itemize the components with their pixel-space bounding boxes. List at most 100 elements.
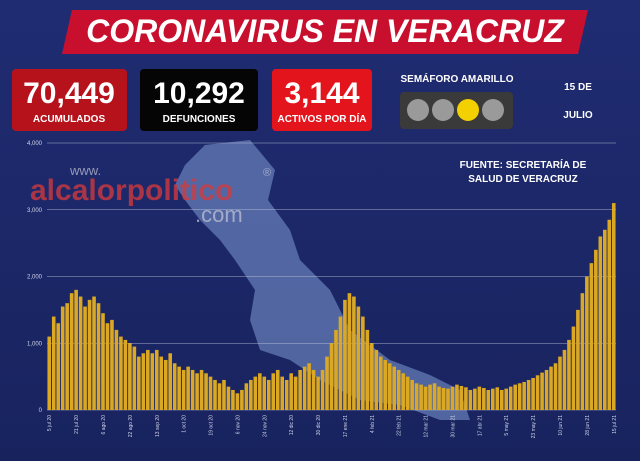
bar (83, 306, 87, 410)
bar (446, 388, 450, 410)
bar (544, 369, 549, 410)
bar (378, 356, 383, 410)
bar (396, 369, 401, 410)
bar (338, 316, 343, 410)
bar (302, 366, 307, 410)
bar (486, 389, 491, 410)
bar (307, 363, 311, 410)
bar (589, 263, 594, 410)
bar (226, 386, 231, 410)
bar (92, 296, 96, 410)
bar (65, 303, 69, 410)
bar (468, 389, 473, 410)
bar (594, 249, 598, 410)
bar (598, 236, 603, 410)
x-tick-label: 30 mar 21 (450, 415, 456, 438)
bar (423, 386, 428, 410)
stat-value: 10,292 (153, 77, 245, 110)
bar (132, 346, 137, 410)
bar (392, 366, 397, 410)
title: CORONAVIRUS EN VERACRUZ (86, 13, 565, 49)
bar (253, 376, 258, 410)
light (432, 99, 454, 121)
bar (517, 383, 522, 410)
bar (607, 219, 612, 410)
light (482, 99, 504, 121)
x-tick-label: 5 may 21 (504, 415, 510, 436)
bar (329, 343, 334, 410)
bar (60, 306, 65, 410)
bar (137, 356, 141, 410)
bar (320, 369, 325, 410)
bar (567, 339, 571, 410)
x-tick-label: 17 ene 21 (343, 415, 349, 437)
bar (603, 229, 607, 410)
bar (74, 289, 78, 410)
bar (490, 388, 495, 410)
semaforo-label: SEMÁFORO AMARILLO (401, 72, 514, 85)
bar (343, 299, 347, 410)
bar (96, 303, 101, 410)
bar (441, 387, 446, 410)
bar (47, 336, 52, 410)
bar (56, 323, 60, 410)
bar (464, 387, 468, 410)
bar (316, 376, 320, 410)
bar (289, 373, 293, 410)
bar (266, 379, 271, 410)
bar (419, 384, 423, 410)
bar (177, 366, 181, 410)
bar (410, 379, 414, 410)
bar (558, 356, 562, 410)
bar (549, 366, 553, 410)
bar (540, 372, 544, 410)
bar (244, 383, 249, 410)
stat-box (272, 69, 372, 131)
y-tick-label: 1,000 (27, 341, 43, 347)
bar (190, 369, 195, 410)
bar (181, 369, 186, 410)
x-tick-label: 12 dic 20 (289, 415, 295, 436)
y-tick-label: 3,000 (27, 208, 43, 214)
bar (526, 379, 531, 410)
bar (334, 329, 338, 410)
bar (535, 375, 540, 410)
stat-value: 3,144 (284, 77, 359, 110)
bar (473, 388, 477, 410)
y-tick-label: 4,000 (27, 141, 43, 147)
x-tick-label: 28 jun 21 (585, 415, 591, 436)
bar (352, 296, 356, 410)
bar (258, 373, 262, 410)
bar (450, 386, 455, 410)
stat-label: ACTIVOS POR DÍA (278, 112, 367, 125)
bar (585, 276, 589, 410)
source: SALUD DE VERACRUZ (468, 174, 577, 185)
bar (204, 373, 208, 410)
x-tick-label: 17 abr 21 (477, 415, 483, 436)
watermark: .com (195, 202, 243, 227)
x-tick-label: 5 jul 20 (47, 415, 53, 431)
bar (105, 323, 110, 410)
date: 15 DE (564, 82, 592, 93)
x-tick-label: 19 oct 20 (209, 415, 215, 436)
stat-value: 70,449 (23, 77, 115, 110)
x-tick-label: 21 jul 20 (74, 415, 80, 434)
bar (69, 293, 74, 410)
bar (432, 383, 437, 410)
bar (235, 393, 240, 410)
bar (217, 383, 222, 410)
bar (499, 389, 504, 410)
bar (154, 349, 159, 410)
x-tick-label: 15 jul 21 (612, 415, 618, 434)
x-tick-label: 6 nov 20 (235, 415, 241, 434)
bar (562, 349, 567, 410)
watermark: www. (69, 163, 101, 178)
bar (128, 343, 132, 410)
date: JULIO (563, 110, 593, 121)
watermark: alcalorpolitico (30, 174, 233, 207)
bar (504, 388, 509, 410)
bar (101, 313, 105, 410)
bar (271, 373, 276, 410)
x-tick-label: 4 feb 21 (370, 415, 376, 433)
